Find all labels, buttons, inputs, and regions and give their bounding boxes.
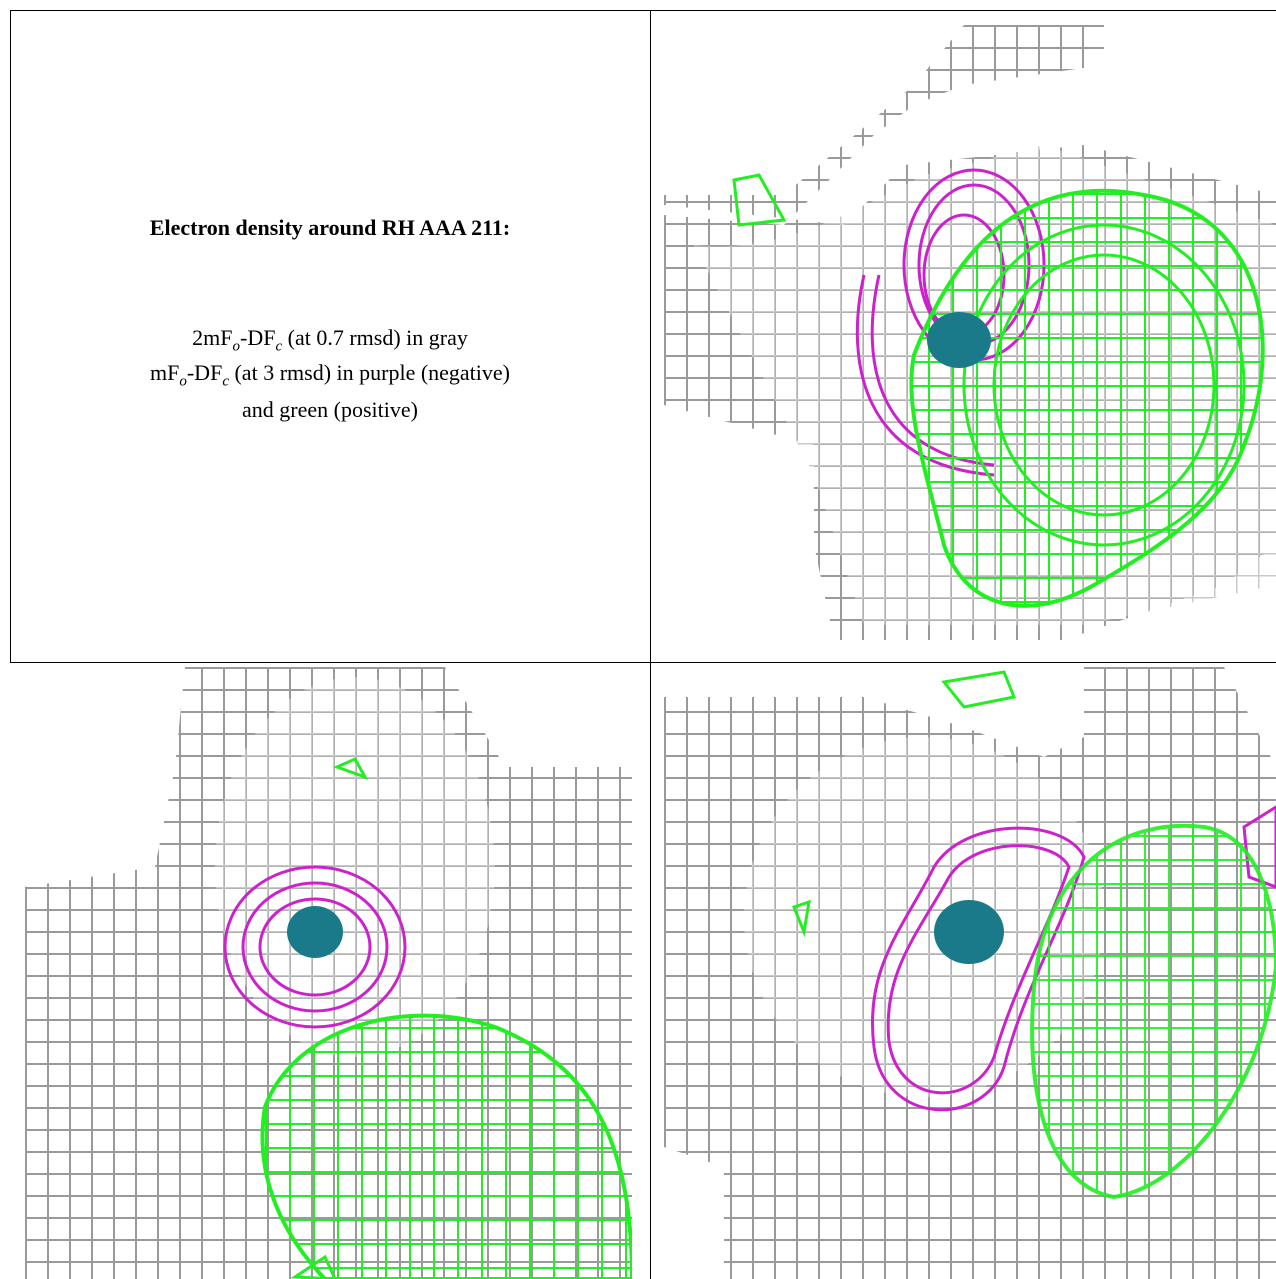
density-render <box>664 667 1276 1279</box>
green-mesh <box>1030 823 1276 1200</box>
legend-line: and green (positive) <box>242 397 418 422</box>
text-segment: mF <box>150 360 180 385</box>
text-segment: o <box>232 338 241 355</box>
text-segment: (at 0.7 rmsd) in gray <box>282 325 468 350</box>
green-contours <box>732 173 1246 547</box>
legend-line: mFo-DFc (at 3 rmsd) in purple (negative) <box>10 360 650 390</box>
border <box>10 10 11 662</box>
gray-mesh-light <box>215 677 495 1057</box>
text-segment: -DF <box>240 325 276 350</box>
text-segment: (at 3 rmsd) in purple (negative) <box>228 360 510 385</box>
text-segment: 2mF <box>192 325 233 350</box>
border <box>10 662 1276 663</box>
text-segment: o <box>179 373 187 390</box>
border <box>10 10 1276 11</box>
green-contours <box>792 670 1017 938</box>
text-segment: c <box>275 338 283 355</box>
atom-sphere <box>934 900 1004 964</box>
green-mesh <box>260 1013 632 1279</box>
purple-mesh <box>223 865 407 1029</box>
atom-sphere <box>287 906 343 958</box>
density-render <box>25 667 632 1279</box>
text-segment: c <box>222 373 229 390</box>
atom-sphere <box>927 312 991 368</box>
green-contours <box>290 757 369 1279</box>
legend-line: 2mFo-DFc (at 0.7 rmsd) in gray <box>10 325 650 355</box>
text-segment: -DF <box>186 360 223 385</box>
panel-title: Electron density around RH AAA 211: <box>149 215 511 240</box>
green-mesh <box>909 188 1265 608</box>
density-render <box>664 25 1276 640</box>
border <box>650 10 651 1279</box>
